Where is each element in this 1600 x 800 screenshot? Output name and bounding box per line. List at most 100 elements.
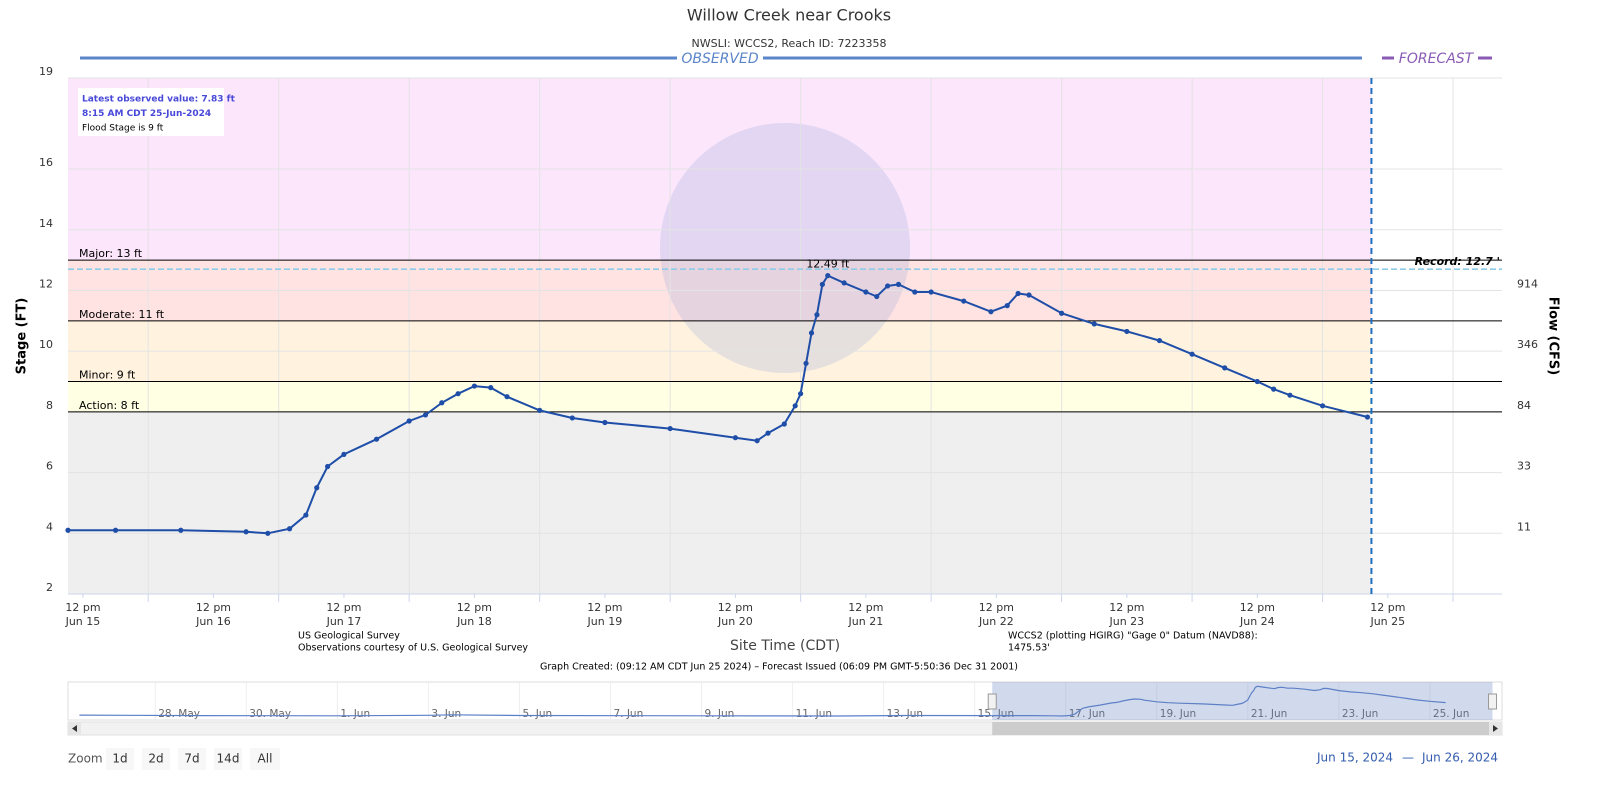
- x-tick-label: 12 pm: [65, 601, 100, 614]
- stage-point: [569, 415, 575, 421]
- range-separator: —: [1402, 751, 1414, 765]
- stage-point: [1254, 378, 1260, 385]
- info-text: Latest observed value: 7.83 ft: [82, 95, 236, 105]
- range-start: Jun 15, 2024: [1316, 751, 1393, 765]
- x-tick-label: 12 pm: [1240, 601, 1275, 614]
- navigator-line: [992, 685, 1446, 717]
- zoom-button-label[interactable]: 14d: [217, 752, 240, 766]
- zoom-button[interactable]: [142, 748, 170, 770]
- zoom-button[interactable]: [250, 748, 280, 770]
- stage-point: [667, 425, 673, 432]
- stage-point: [1156, 337, 1163, 344]
- stage-point: [863, 289, 869, 295]
- stage-point: [798, 391, 804, 397]
- x-tick-label: Jun 19: [587, 615, 623, 628]
- x-tick-label: Jun 15: [65, 615, 101, 628]
- threshold-label: Major: 13 ft: [79, 247, 143, 260]
- navigator-handle[interactable]: [987, 693, 997, 710]
- stage-point: [1004, 303, 1010, 309]
- stage-point: [439, 400, 445, 406]
- zoom-button[interactable]: [106, 748, 134, 770]
- x-tick-label: 12 pm: [1109, 601, 1144, 614]
- stage-point: [406, 418, 412, 424]
- stage-point: [1059, 310, 1065, 316]
- stage-point: [928, 289, 934, 295]
- stage-point: [803, 360, 809, 366]
- forecast-label: FORECAST: [1399, 51, 1475, 67]
- x-axis-title: Site Time (CDT): [730, 638, 840, 654]
- y-tick-label: 19: [39, 65, 53, 78]
- navigator-label: 23. Jun: [1342, 708, 1378, 720]
- stage-point: [341, 451, 347, 457]
- y2-tick-label: 11: [1517, 520, 1531, 533]
- y2-axis-title: Flow (CFS): [1546, 297, 1561, 375]
- stage-point: [874, 293, 880, 300]
- x-tick-label: Jun 18: [456, 615, 492, 628]
- stage-point: [1287, 392, 1293, 398]
- stage-point: [504, 394, 510, 400]
- stage-point: [455, 391, 461, 397]
- navigator-label: 25. Jun: [1433, 708, 1469, 720]
- navigator-handle[interactable]: [1488, 693, 1498, 710]
- arrow: [1493, 725, 1498, 732]
- stage-point: [765, 430, 771, 436]
- y2-tick-label: 346: [1517, 338, 1538, 351]
- x-tick-label: 12 pm: [1370, 601, 1405, 614]
- created-text: Graph Created: (09:12 AM CDT Jun 25 2024…: [540, 662, 1018, 673]
- navigator-line: [79, 714, 992, 717]
- navigator-label: 7. Jun: [613, 708, 643, 720]
- stage-point: [602, 419, 608, 426]
- flood-band: [68, 411, 1372, 594]
- y-tick-label: 6: [46, 460, 53, 473]
- navigator-label: 30. May: [249, 708, 291, 720]
- zoom-button[interactable]: [214, 748, 242, 770]
- x-tick-label: 12 pm: [979, 601, 1014, 614]
- x-tick-label: Jun 21: [848, 615, 884, 628]
- zoom-button-label[interactable]: 7d: [184, 752, 199, 766]
- stage-point: [841, 280, 847, 286]
- scrollbar-thumb[interactable]: [992, 722, 1493, 735]
- stage-point: [537, 407, 543, 413]
- y-tick-label: 14: [39, 217, 53, 230]
- stage-point: [1271, 386, 1277, 392]
- navigator-label: 28. May: [158, 708, 200, 720]
- stage-point: [819, 281, 825, 287]
- flood-band: [68, 381, 1372, 412]
- stage-point: [961, 298, 967, 304]
- source-text: US Geological Survey: [298, 631, 400, 642]
- chart-subtitle: NWSLI: WCCS2, Reach ID: 7223358: [692, 37, 887, 50]
- x-tick-label: 12 pm: [326, 601, 361, 614]
- navigator-label: 11. Jun: [796, 708, 832, 720]
- zoom-label: Zoom: [68, 752, 103, 766]
- stage-point: [1364, 414, 1371, 420]
- x-tick-label: 12 pm: [848, 601, 883, 614]
- stage-point: [422, 412, 429, 418]
- zoom-button-label[interactable]: All: [258, 752, 273, 766]
- range-end: Jun 26, 2024: [1421, 751, 1498, 765]
- y-axis-title: Stage (FT): [15, 298, 30, 375]
- stage-point: [286, 526, 293, 532]
- zoom-button[interactable]: [178, 748, 206, 770]
- navigator-label: 5. Jun: [522, 708, 552, 720]
- stage-point: [243, 529, 249, 535]
- zoom-button-label[interactable]: 2d: [148, 752, 163, 766]
- datum-text: WCCS2 (plotting HGIRG) "Gage 0" Datum (N…: [1008, 631, 1258, 642]
- stage-point: [488, 385, 494, 391]
- stage-point: [1091, 321, 1097, 327]
- stage-point: [825, 272, 831, 279]
- stage-point: [325, 463, 331, 470]
- y2-tick-label: 33: [1517, 460, 1531, 473]
- navigator-label: 3. Jun: [431, 708, 461, 720]
- stage-point: [1319, 403, 1326, 409]
- threshold-label: Action: 8 ft: [79, 399, 140, 412]
- y-tick-label: 16: [39, 156, 53, 169]
- x-tick-label: 12 pm: [587, 601, 622, 614]
- navigator-label: 9. Jun: [705, 708, 735, 720]
- datum-text: 1475.53': [1008, 643, 1050, 654]
- x-tick-label: 12 pm: [457, 601, 492, 614]
- x-tick-label: Jun 22: [978, 615, 1014, 628]
- peak-label: 12.49 ft: [806, 258, 850, 271]
- stage-point: [792, 403, 798, 409]
- zoom-button-label[interactable]: 1d: [112, 752, 127, 766]
